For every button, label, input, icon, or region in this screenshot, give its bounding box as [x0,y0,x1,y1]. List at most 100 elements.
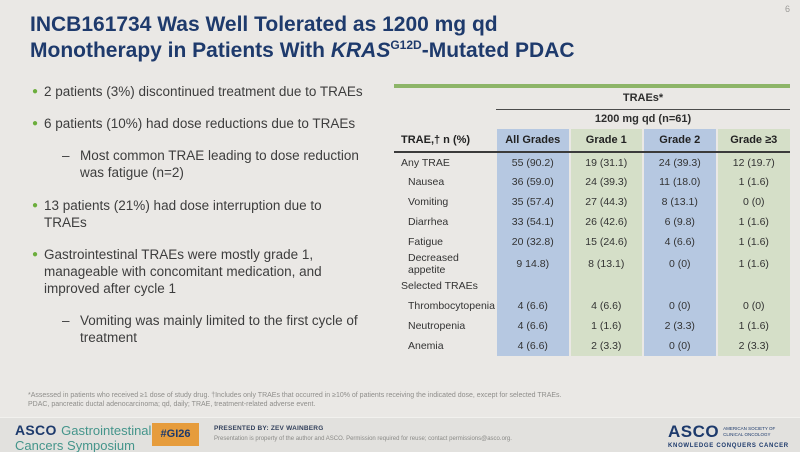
presented-by-text: PRESENTED BY: ZEV WAINBERG [214,425,324,432]
trae-table: TRAEs* 1200 mg qd (n=61) TRAE,† n (%) Al… [394,84,791,356]
cell-value: 24 (39.3) [568,172,643,192]
row-label: Any TRAE [401,156,450,169]
dash-icon: – [62,148,70,164]
table-dose-subheader: 1200 mg qd (n=61) [594,113,692,126]
bullet-item: ● 2 patients (3%) discontinued treatment… [30,83,365,100]
sub-bullet-item: – Vomiting was mainly limited to the fir… [62,312,365,346]
sub-bullet-text: Most common TRAE leading to dose reducti… [80,148,359,181]
bullet-text: 6 patients (10%) had dose reductions due… [44,116,356,132]
table-group-header: TRAEs* [496,88,791,110]
table-row: Decreased appetite 9 14.8) 8 (13.1) 0 (0… [394,252,791,276]
bullet-dot-icon: ● [32,248,39,260]
cell-value: 0 (0) [715,296,791,316]
permission-text: Presentation is property of the author a… [214,436,512,442]
cell-value: 6 (9.8) [642,212,717,232]
asco-tagline: KNOWLEDGE CONQUERS CANCER [668,443,789,449]
bullet-dot-icon: ● [32,86,39,97]
table-row: Thrombocytopenia 4 (6.6) 4 (6.6) 0 (0) 0… [394,296,791,316]
table-col-header: Grade ≥3 [715,129,791,153]
table-corner-blank [394,109,496,129]
cell-value: 2 (3.3) [715,336,791,356]
cell-value [495,276,570,296]
cell-value: 4 (6.6) [568,296,643,316]
title-line-2-prefix: Monotherapy in Patients With [30,39,331,63]
bullet-list: ● 2 patients (3%) discontinued treatment… [30,83,365,362]
bullet-item: ● 6 patients (10%) had dose reductions d… [30,115,365,132]
cell-value: 8 (13.1) [642,192,717,212]
cell-value: 55 (90.2) [495,152,570,172]
asco-wordmark: ASCO [668,422,720,441]
asco-logo: ASCO AMERICAN SOCIETY OF CLINICAL ONCOLO… [668,422,793,449]
cell-value: 27 (44.3) [568,192,643,212]
table-top-bar [394,84,790,88]
cell-value: 1 (1.6) [715,212,791,232]
footer-bar: ASCO Gastrointestinal Cancers Symposium … [0,417,800,452]
table-col-header: All Grades [495,129,570,153]
cell-value: 36 (59.0) [495,172,570,192]
bullet-dot-icon: ● [32,118,39,130]
footnotes: *Assessed in patients who received ≥1 do… [28,391,783,410]
row-label: Decreased appetite [408,252,459,276]
cell-value: 20 (32.8) [495,232,570,252]
footnote-line-2: PDAC, pancreatic ductal adenocarcinoma; … [28,401,316,409]
bullet-text: Gastrointestinal TRAEs were mostly grade… [44,246,322,297]
cell-value: 4 (6.6) [642,232,717,252]
cell-value: 9 14.8) [495,252,570,276]
cell-value: 0 (0) [642,336,717,356]
slide-number: 6 [784,4,790,14]
gene-name: KRAS [330,39,391,63]
cell-value: 1 (1.6) [715,252,791,276]
bullet-item: ● Gastrointestinal TRAEs were mostly gra… [30,246,365,297]
title-line-2-suffix: -Mutated PDAC [421,39,575,63]
row-label: Nausea [408,176,445,188]
table-row: Any TRAE 55 (90.2) 19 (31.1) 24 (39.3) 1… [394,152,791,172]
cell-value: 1 (1.6) [715,172,791,192]
row-label: Vomiting [408,196,449,208]
cell-value: 19 (31.1) [568,152,643,172]
cell-value [715,276,791,296]
cell-value: 4 (6.6) [495,316,570,336]
table-col-header: Grade 2 [642,129,717,153]
table-row: Vomiting 35 (57.4) 27 (44.3) 8 (13.1) 0 … [394,192,791,212]
cell-value: 1 (1.6) [715,316,791,336]
symposium-name-line-1: Gastrointestinal [61,423,152,438]
sub-bullet-item: – Most common TRAE leading to dose reduc… [62,147,365,181]
cell-value: 26 (42.6) [568,212,643,232]
cell-value: 35 (57.4) [495,192,570,212]
title-line-1: INCB161734 Was Well Tolerated as 1200 mg… [30,13,498,36]
dash-icon: – [62,313,70,329]
table-row: Fatigue 20 (32.8) 15 (24.6) 4 (6.6) 1 (1… [394,232,791,252]
cell-value: 0 (0) [642,252,717,276]
table-label-header: TRAE,† n (%) [394,129,496,153]
cell-value: 2 (3.3) [568,336,643,356]
footnote-line-1: *Assessed in patients who received ≥1 do… [28,392,562,399]
symposium-name-line-2: Cancers Symposium [15,438,135,452]
cell-value: 33 (54.1) [495,212,570,232]
bullet-dot-icon: ● [32,199,39,211]
table-row: Anemia 4 (6.6) 2 (3.3) 0 (0) 2 (3.3) [394,336,791,356]
cell-value: 0 (0) [715,192,791,212]
table-row: Diarrhea 33 (54.1) 26 (42.6) 6 (9.8) 1 (… [394,212,791,232]
row-label: Diarrhea [408,216,449,228]
cell-value: 4 (6.6) [495,336,570,356]
sub-bullet-text: Vomiting was mainly limited to the first… [80,313,358,346]
table-row: Nausea 36 (59.0) 24 (39.3) 11 (18.0) 1 (… [394,172,791,192]
cell-value: 4 (6.6) [495,296,570,316]
table-corner-blank [394,88,496,109]
bullet-item: ● 13 patients (21%) had dose interruptio… [30,197,365,231]
bullet-text: 2 patients (3%) discontinued treatment d… [44,84,363,99]
slide-title: INCB161734 Was Well Tolerated as 1200 mg… [30,12,750,64]
bullet-text: 13 patients (21%) had dose interruption … [44,197,322,230]
cell-value: 12 (19.7) [715,152,791,172]
cell-value: 1 (1.6) [568,316,643,336]
row-label: Fatigue [408,236,444,248]
gene-mutation-superscript: G12D [390,38,422,53]
cell-value [642,276,717,296]
cell-value: 11 (18.0) [642,172,717,192]
table-row: Neutropenia 4 (6.6) 1 (1.6) 2 (3.3) 1 (1… [394,316,791,336]
cell-value: 0 (0) [642,296,717,316]
cell-value: 1 (1.6) [715,232,791,252]
cell-value: 15 (24.6) [568,232,643,252]
section-label: Selected TRAEs [401,280,478,292]
